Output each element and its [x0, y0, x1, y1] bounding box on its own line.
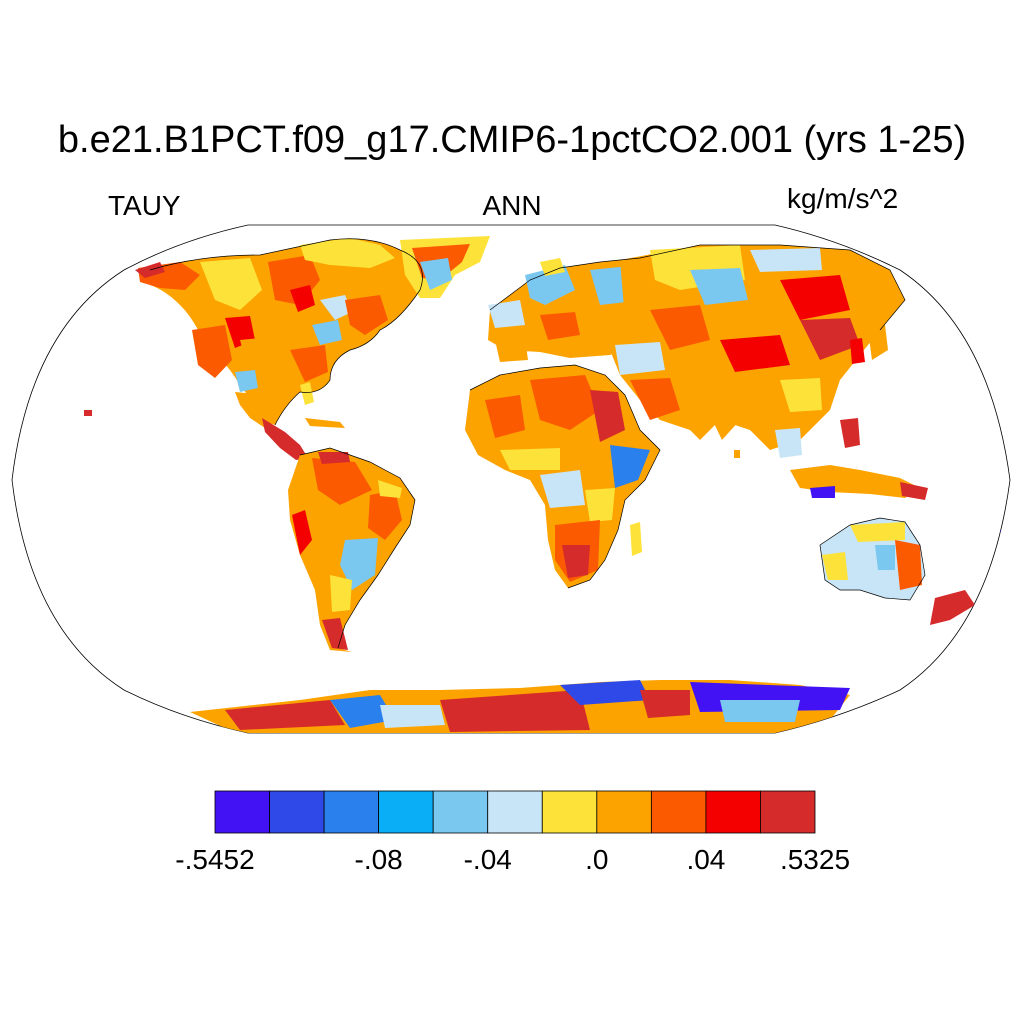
- colorbar-swatch: [705, 790, 761, 834]
- europe-central-red: [540, 312, 580, 340]
- india-field: [705, 378, 745, 440]
- colorbar-swatch: [214, 790, 270, 834]
- antarctica-far-light: [720, 700, 800, 722]
- central-asia-red: [650, 305, 710, 350]
- west-africa-red: [485, 395, 525, 438]
- central-america-red: [262, 418, 308, 460]
- colorbar-swatch: [760, 790, 816, 834]
- plot-title: b.e21.B1PCT.f09_g17.CMIP6-1pctCO2.001 (y…: [57, 119, 967, 161]
- scandinavia-blue: [525, 265, 575, 305]
- colorbar-swatch: [432, 790, 489, 834]
- great-lakes-blue: [312, 320, 342, 345]
- china-east-red: [800, 318, 860, 360]
- japan: [868, 325, 888, 360]
- land-fields: [84, 236, 1007, 733]
- australia-east-red: [895, 540, 922, 590]
- colorbar-tick-label: -.5452: [175, 844, 255, 875]
- australia-west-yellow: [822, 552, 848, 580]
- europe-light: [488, 300, 525, 328]
- colorbar-swatch: [378, 790, 434, 834]
- tibet-red: [720, 335, 790, 372]
- colorbar-swatch: [650, 790, 707, 834]
- sahara-core: [590, 390, 625, 442]
- brazil-blue: [340, 538, 378, 590]
- antarctica-light: [380, 705, 445, 728]
- colorbar-swatch: [323, 790, 380, 834]
- hudson-field-light: [320, 295, 352, 320]
- pampas-yellow: [330, 575, 352, 612]
- colorbar-tick-label: .0: [585, 844, 609, 875]
- indonesia-red: [900, 482, 928, 500]
- amazon-red: [312, 458, 372, 505]
- caribbean-field: [305, 418, 345, 428]
- korea-red: [850, 338, 865, 364]
- colorbar-tick-label: -.08: [354, 844, 403, 875]
- antarctica-east-blue: [560, 680, 650, 705]
- variable-label: TAUY: [108, 190, 181, 221]
- eurasia-coast: [489, 244, 906, 331]
- antarctica-west-red: [225, 700, 345, 730]
- florida-field: [300, 382, 314, 405]
- units-label: kg/m/s^2: [787, 183, 899, 214]
- new-zealand: [930, 590, 975, 625]
- africa-coast: [469, 364, 661, 589]
- indochina-light: [775, 428, 802, 458]
- sahel-yellow: [500, 448, 560, 470]
- colorbar-swatch: [596, 790, 652, 834]
- indonesia-blue: [810, 486, 835, 498]
- us-southwest-blue: [235, 370, 258, 392]
- greenland-blue: [420, 258, 452, 290]
- canada-arctic-islands: [300, 238, 395, 268]
- hawaii-island: [84, 410, 92, 416]
- north-america-coast: [149, 238, 423, 426]
- labrador-field: [345, 295, 388, 335]
- colorbar-tick-label: .5325: [779, 844, 851, 875]
- colorbar-swatch: [541, 790, 598, 834]
- colorbar: [214, 790, 816, 834]
- antarctica-peninsula-blue: [330, 695, 395, 728]
- andes-red: [292, 510, 312, 555]
- us-east-field: [290, 345, 328, 382]
- venezuela-red: [318, 452, 350, 464]
- sahara-red: [530, 375, 600, 430]
- middle-east-light: [615, 342, 665, 375]
- brazil-east-red: [368, 490, 402, 540]
- colorbar-tick-label: .04: [686, 844, 726, 875]
- antarctica-central-red: [440, 690, 590, 732]
- canada-west-field: [200, 258, 262, 310]
- siberia-blue: [690, 268, 748, 305]
- siberia-light: [750, 248, 822, 272]
- horn-blue: [610, 445, 650, 488]
- east-africa-yellow: [585, 488, 615, 522]
- china-south-yellow: [780, 378, 822, 412]
- australia-north-yellow: [850, 522, 905, 542]
- pacific-island: [1000, 530, 1007, 537]
- antarctica-east-red: [640, 690, 690, 718]
- siberia-east-red: [780, 275, 850, 320]
- arabia-red: [630, 378, 680, 420]
- south-america-coast: [299, 447, 416, 649]
- colorbar-swatch: [487, 790, 543, 834]
- season-label: ANN: [482, 190, 542, 221]
- colorbar-tick-label: -.04: [463, 844, 512, 875]
- iberia-field: [495, 338, 528, 362]
- australia-coast: [819, 517, 926, 601]
- brazil-yellow: [378, 480, 402, 498]
- madagascar: [630, 522, 642, 556]
- us-central-field: [240, 335, 300, 375]
- patagonia-red: [322, 618, 348, 650]
- congo-light: [540, 470, 585, 508]
- colorbar-swatch: [269, 790, 325, 834]
- us-west-field: [192, 325, 232, 378]
- canada-arctic-red: [290, 285, 315, 312]
- scandinavia-yellow: [540, 258, 565, 276]
- sri-lanka: [734, 450, 740, 458]
- australia-blue: [875, 545, 895, 570]
- south-africa-core: [562, 545, 590, 578]
- philippines-red: [840, 418, 860, 448]
